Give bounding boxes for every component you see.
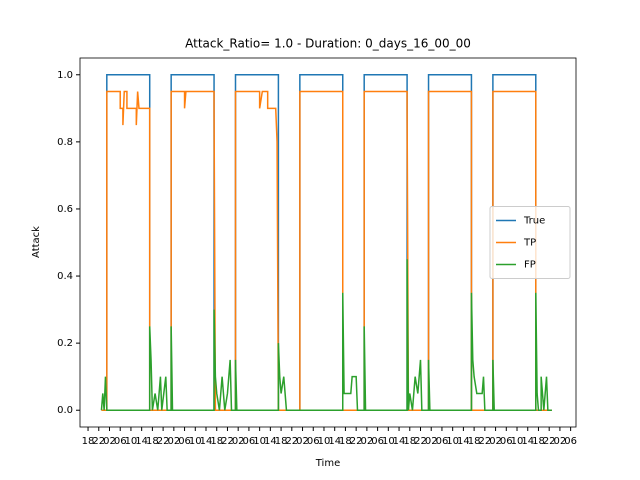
x-tick-label: 10	[125, 436, 138, 447]
x-tick-label: 18	[403, 436, 416, 447]
x-tick-label: 22	[478, 436, 491, 447]
x-tick-label: 18	[82, 436, 95, 447]
legend-box	[489, 206, 571, 279]
x-tick-label: 22	[350, 436, 363, 447]
y-tick-label: 0.2	[57, 338, 73, 349]
x-tick-label: 06	[371, 436, 384, 447]
y-tick-label: 1.0	[57, 70, 73, 81]
x-tick-label: 10	[318, 436, 331, 447]
x-tick-label: 10	[511, 436, 524, 447]
x-tick-label: 22	[221, 436, 234, 447]
x-tick-label: 06	[500, 436, 513, 447]
x-tick-label: 02	[361, 436, 374, 447]
x-tick-label: 18	[146, 436, 159, 447]
legend: True TP FP	[489, 206, 571, 279]
x-tick-label: 14	[264, 436, 277, 447]
x-tick-label: 18	[339, 436, 352, 447]
x-tick-label: 06	[114, 436, 127, 447]
x-tick-label: 02	[167, 436, 180, 447]
x-axis-label: Time	[315, 458, 340, 469]
x-tick-label: 14	[457, 436, 470, 447]
y-tick-label: 0.0	[57, 405, 73, 416]
x-tick-label: 18	[532, 436, 545, 447]
x-tick-label: 22	[92, 436, 105, 447]
x-tick-label: 02	[489, 436, 502, 447]
x-tick-label: 02	[232, 436, 245, 447]
x-tick-label: 02	[103, 436, 116, 447]
legend-label: TP	[523, 238, 536, 249]
x-tick-label: 14	[393, 436, 406, 447]
x-tick-label: 06	[243, 436, 256, 447]
x-tick-label: 10	[253, 436, 266, 447]
x-tick-label: 10	[446, 436, 459, 447]
x-tick-label: 18	[468, 436, 481, 447]
x-tick-label: 22	[414, 436, 427, 447]
x-tick-label: 06	[178, 436, 191, 447]
x-tick-label: 18	[275, 436, 288, 447]
x-tick-label: 02	[296, 436, 309, 447]
x-tick-label: 14	[328, 436, 341, 447]
x-tick-label: 22	[157, 436, 170, 447]
y-tick-label: 0.8	[57, 137, 73, 148]
legend-label: FP	[524, 260, 536, 271]
x-tick-label: 10	[382, 436, 395, 447]
line	[101, 90, 552, 411]
x-tick-label: 14	[200, 436, 213, 447]
x-tick-label: 22	[543, 436, 556, 447]
x-tick-label: 22	[285, 436, 298, 447]
x-tick-label: 02	[425, 436, 438, 447]
x-tick-label: 06	[436, 436, 449, 447]
x-tick-label: 06	[564, 436, 577, 447]
x-tick-label: 02	[554, 436, 567, 447]
line	[100, 259, 552, 411]
y-tick-label: 0.4	[57, 271, 73, 282]
chart-title: Attack_Ratio= 1.0 - Duration: 0_days_16_…	[185, 37, 471, 51]
y-tick-label: 0.6	[57, 204, 73, 215]
y-axis-label: Attack	[31, 226, 42, 258]
x-tick-label: 18	[210, 436, 223, 447]
x-tick-label: 14	[135, 436, 148, 447]
plot-frame	[79, 57, 577, 428]
legend-label: True	[523, 216, 545, 227]
x-tick-label: 06	[307, 436, 320, 447]
x-tick-label: 14	[521, 436, 534, 447]
x-tick-label: 10	[189, 436, 202, 447]
